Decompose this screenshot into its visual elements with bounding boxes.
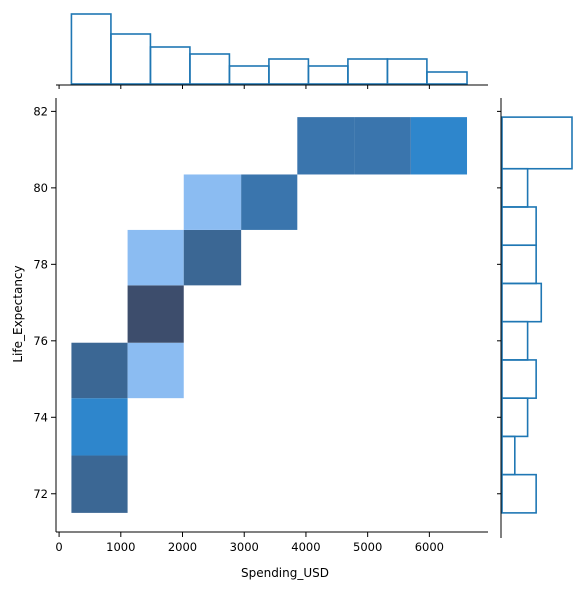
x-marginal-bar <box>149 46 191 85</box>
y-marginal-bar <box>501 359 537 399</box>
x-tick-label: 5000 <box>353 540 382 554</box>
y-marginal-histogram <box>497 98 573 538</box>
y-marginal-bar <box>501 244 537 285</box>
x-tick-label: 0 <box>55 540 62 554</box>
y-marginal-bar <box>501 320 529 361</box>
heatmap-cell-3 <box>127 342 184 399</box>
x-tick-label: 4000 <box>291 540 320 554</box>
heatmap-cell-4 <box>127 285 184 343</box>
y-axis-label: Life_Expectancy <box>11 265 25 362</box>
y-marginal-bar <box>501 116 573 170</box>
x-marginal-histogram <box>56 13 488 89</box>
y-marginal-bar <box>501 206 537 247</box>
y-marginal-bar <box>501 167 529 208</box>
x-marginal-bar <box>307 65 349 85</box>
x-tick-label: 2000 <box>168 540 197 554</box>
heatmap-cell-2 <box>71 342 128 399</box>
heatmap-cell-0 <box>71 455 128 513</box>
y-tick-label: 82 <box>33 104 48 118</box>
heatmap-cell-9 <box>297 117 355 175</box>
y-tick-label: 74 <box>33 410 48 424</box>
x-marginal-bar <box>189 53 231 85</box>
chart-ticks: 0 1000 2000 3000 4000 5000 6000 72 74 76 78 80 82 <box>33 104 444 554</box>
x-tick-label: 3000 <box>230 540 259 554</box>
heatmap-cell-11 <box>410 117 468 175</box>
x-marginal-bar <box>110 33 152 85</box>
x-tick-label: 1000 <box>106 540 135 554</box>
y-marginal-bar <box>501 473 537 514</box>
y-marginal-bar <box>501 282 543 323</box>
heatmap-cell-10 <box>354 117 411 175</box>
y-tick-label: 76 <box>33 334 48 348</box>
y-marginal-bar <box>501 397 529 438</box>
heatmap-cell-7 <box>183 174 242 230</box>
x-marginal-bar <box>347 58 389 85</box>
y-tick-label: 80 <box>33 181 48 195</box>
chart-axes <box>55 98 488 533</box>
heatmap-cell-6 <box>183 229 242 286</box>
y-tick-label: 78 <box>33 257 48 271</box>
x-tick-label: 6000 <box>415 540 444 554</box>
y-tick-label: 72 <box>33 487 48 501</box>
heatmap-cell-1 <box>71 398 128 456</box>
heatmap-cell-5 <box>127 229 184 286</box>
x-marginal-bar <box>386 58 428 85</box>
x-marginal-bar <box>426 71 468 85</box>
heatmap-cell-8 <box>241 174 298 230</box>
joint-heatmap-cells <box>71 117 468 513</box>
y-marginal-bar <box>501 435 516 476</box>
x-marginal-bar <box>70 13 112 85</box>
x-axis-label: Spending_USD <box>241 566 329 580</box>
x-marginal-bar <box>268 58 310 85</box>
x-marginal-bar <box>228 65 270 85</box>
